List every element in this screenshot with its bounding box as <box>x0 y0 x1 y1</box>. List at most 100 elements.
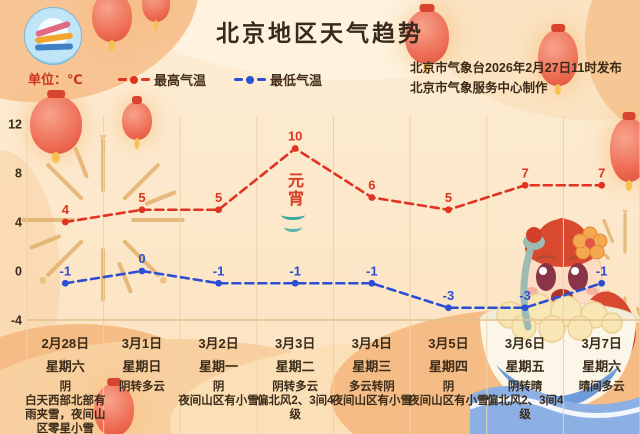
weekday-label: 星期六 <box>582 359 621 374</box>
weather-text: 级 <box>289 407 301 421</box>
max-temp-value: 6 <box>368 178 375 193</box>
weather-text: 阴转晴 <box>508 379 543 393</box>
lantern-icon <box>610 118 640 182</box>
weather-text: 阴转多云 <box>119 379 165 393</box>
max-temp-value: 7 <box>598 165 605 180</box>
min-temp-point <box>291 279 299 287</box>
max-temp-point <box>368 194 376 201</box>
date-label: 2月28日 <box>41 336 89 351</box>
lantern-icon <box>92 0 132 42</box>
weather-text: 阴 <box>443 379 455 393</box>
weekday-label: 星期二 <box>276 359 315 374</box>
date-label: 3月1日 <box>122 336 162 351</box>
weather-text: 偏北风2、3间4 <box>257 393 334 407</box>
max-temp-value: 5 <box>445 190 452 205</box>
issuer-line2: 北京市气象服务中心制作 <box>410 81 548 95</box>
lantern-icon <box>122 102 152 140</box>
min-temp-value: -3 <box>443 288 455 303</box>
date-label: 3月5日 <box>428 336 468 351</box>
weather-text: 阴 <box>60 379 72 393</box>
tangyuan-mascot <box>470 218 640 434</box>
max-temp-value: 4 <box>62 202 70 217</box>
y-axis-tick: 12 <box>8 118 22 132</box>
y-axis-tick: 4 <box>15 216 22 230</box>
min-temp-value: -1 <box>289 263 301 278</box>
min-temp-point <box>368 279 376 287</box>
min-temp-value: -1 <box>213 263 225 278</box>
min-temp-point <box>521 304 529 312</box>
lantern-festival-seal: 元宵 <box>281 172 305 232</box>
max-temp-value: 10 <box>288 129 302 144</box>
max-temp-value: 5 <box>138 190 145 205</box>
lantern-icon <box>30 96 82 154</box>
min-temp-line <box>64 269 603 310</box>
wave-icon <box>281 210 305 220</box>
weather-text: 雨夹雪，夜间山 <box>25 407 106 421</box>
max-temp-line <box>64 146 603 224</box>
y-axis-tick: 8 <box>15 167 22 181</box>
max-temp-point <box>138 206 146 214</box>
weekday-label: 星期四 <box>429 359 468 374</box>
y-axis-tick: -4 <box>11 314 22 328</box>
max-temp-point <box>215 206 222 214</box>
weather-text: 晴间多云 <box>579 379 625 393</box>
min-temp-point <box>445 304 452 312</box>
lantern-icon <box>142 0 170 22</box>
flower-icon <box>572 226 608 260</box>
min-temp-value: -1 <box>366 263 378 278</box>
legend-label: 最低气温 <box>270 73 323 88</box>
legend: 最高气温 最低气温 <box>118 70 322 89</box>
weekday-label: 星期六 <box>46 359 85 374</box>
min-temp-value: -3 <box>519 288 531 303</box>
issuer-info: 北京市气象台2026年2月27日11时发布 北京市气象服务中心制作 <box>410 58 628 98</box>
min-temp-point <box>598 279 606 287</box>
weather-text: 阴转多云 <box>272 379 318 393</box>
issuer-line1: 北京市气象台2026年2月27日11时发布 <box>410 61 622 75</box>
weekday-label: 星期日 <box>122 359 161 374</box>
min-temp-point <box>61 279 69 287</box>
legend-item-max-temp: 最高气温 <box>118 70 206 89</box>
lantern-icon <box>405 10 449 64</box>
weekday-label: 星期一 <box>199 359 238 374</box>
wave-icon <box>284 222 302 232</box>
weather-text: 阴 <box>213 379 225 393</box>
weather-text: 夜间山区有小雪 <box>331 393 413 407</box>
max-temp-point <box>598 181 606 189</box>
weather-text: 偏北风2、3间4 <box>487 393 564 407</box>
legend-label: 最高气温 <box>154 73 207 88</box>
min-temp-value: -1 <box>60 263 72 278</box>
weather-text: 区零星小雪 <box>37 421 95 434</box>
date-label: 3月3日 <box>275 336 315 351</box>
weather-text: 白天西部北部有 <box>25 393 106 407</box>
max-temp-point <box>445 206 452 214</box>
unit-label: 单位：℃ <box>28 72 83 87</box>
min-temp-value: 0 <box>138 251 145 266</box>
weekday-label: 星期五 <box>506 359 545 374</box>
max-temp-value: 5 <box>215 190 222 205</box>
weather-text: 级 <box>519 407 531 421</box>
max-temp-point <box>521 181 529 189</box>
weekday-label: 星期三 <box>352 359 391 374</box>
page-title: 北京地区天气趋势 <box>216 20 424 46</box>
min-temp-point <box>138 267 146 275</box>
agency-logo <box>24 7 82 65</box>
weather-text: 夜间山区有小雪 <box>407 393 489 407</box>
date-label: 3月7日 <box>581 336 621 351</box>
min-temp-point <box>215 279 222 287</box>
date-label: 3月6日 <box>505 336 545 351</box>
weather-text: 夜间山区有小雪 <box>177 393 259 407</box>
weather-text: 多云转阴 <box>349 379 395 393</box>
date-label: 3月2日 <box>198 336 238 351</box>
min-temp-value: -1 <box>596 263 608 278</box>
seal-text: 元宵 <box>285 172 302 208</box>
max-temp-point <box>61 218 69 226</box>
min-temp-line-icon <box>234 75 267 84</box>
y-axis-tick: 0 <box>15 265 22 279</box>
lantern-icon <box>94 384 134 434</box>
max-temp-value: 7 <box>521 165 528 180</box>
lantern-icon <box>538 30 578 86</box>
legend-item-min-temp: 最低气温 <box>234 70 322 89</box>
max-temp-point <box>291 145 299 152</box>
